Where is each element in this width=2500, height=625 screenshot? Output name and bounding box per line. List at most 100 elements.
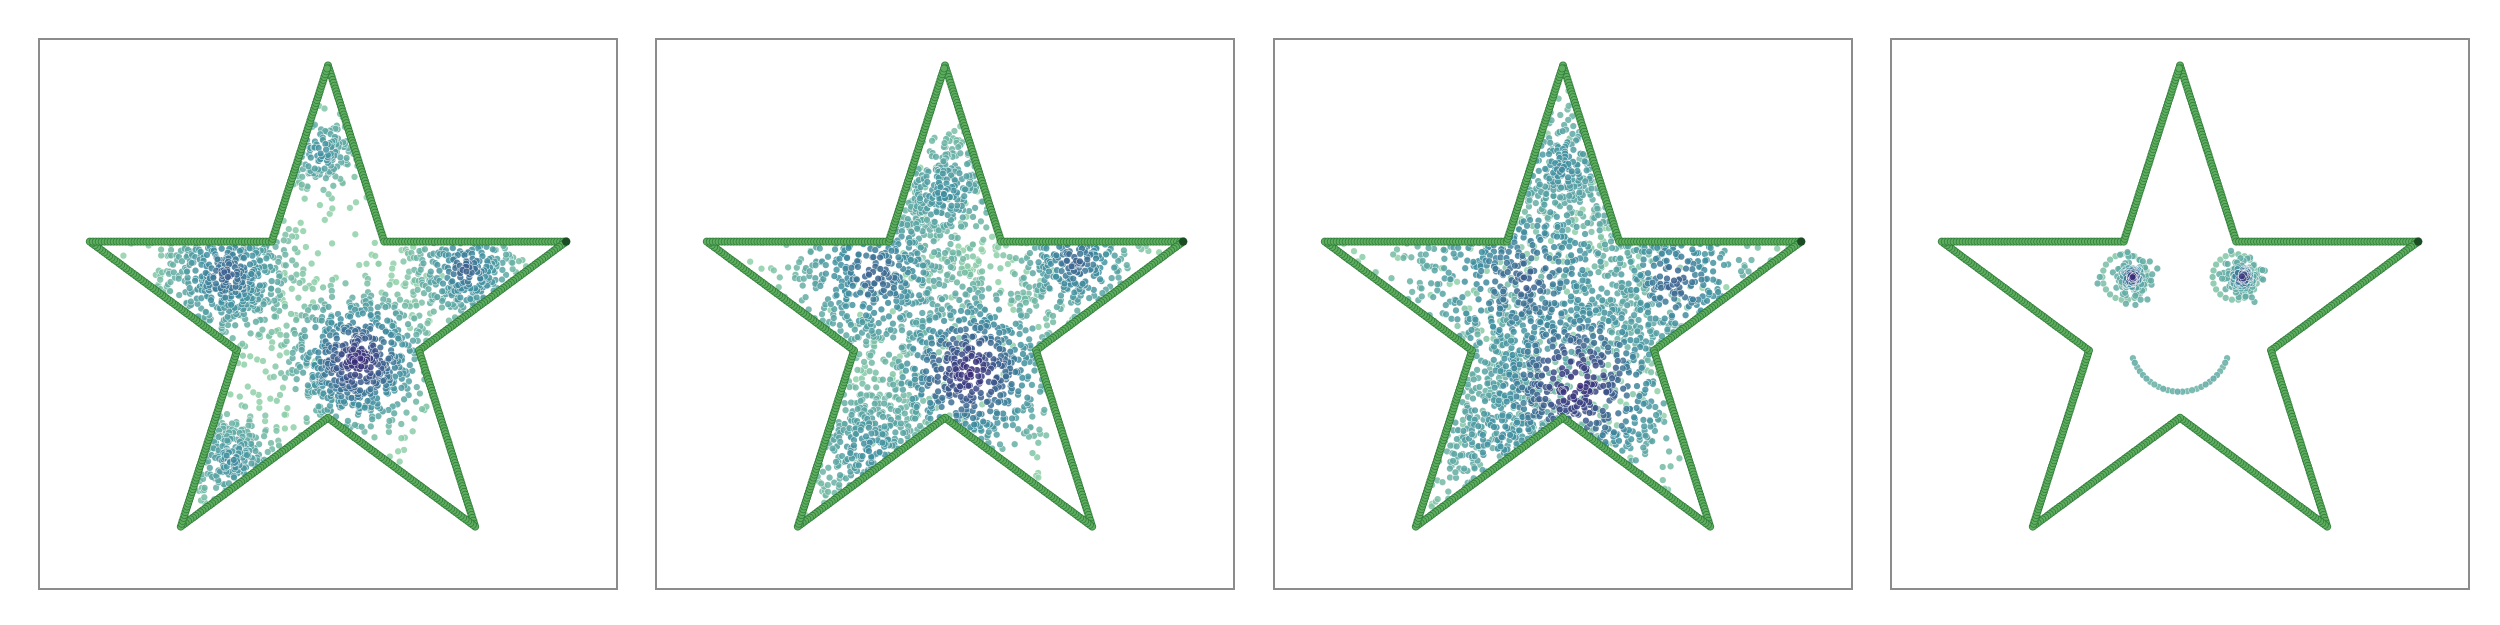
scatter-point (795, 258, 803, 266)
scatter-point (221, 293, 229, 302)
scatter-point (166, 278, 175, 286)
scatter-point (862, 251, 870, 260)
scatter-point (301, 332, 309, 341)
scatter-point (895, 395, 903, 404)
scatter-point (840, 399, 849, 407)
scatter-point (252, 318, 260, 326)
scatter-point (1057, 291, 1065, 300)
scatter-point (832, 291, 841, 299)
scatter-point (847, 398, 855, 407)
scatter-point (906, 239, 914, 247)
scatter-point (1022, 298, 1030, 307)
scatter-point (222, 451, 231, 460)
scatter-point (318, 316, 326, 325)
scatter-point (322, 174, 330, 182)
scatter-point (976, 310, 984, 318)
scatter-point (952, 411, 961, 420)
scatter-point (374, 369, 383, 377)
scatter-point (274, 286, 282, 295)
scatter-point (314, 348, 322, 357)
scatter-point (853, 275, 861, 284)
scatter-point (292, 316, 300, 324)
scatter-point (818, 310, 826, 318)
scatter-point (937, 365, 945, 373)
scatter-point (380, 338, 388, 346)
scatter-point (281, 250, 289, 259)
scatter-point (836, 438, 844, 446)
scatter-point (229, 334, 237, 342)
scatter-point (869, 253, 877, 261)
scatter-point (302, 414, 311, 422)
scatter-point (270, 312, 279, 321)
scatter-point (1042, 431, 1050, 440)
scatter-point (887, 247, 896, 255)
scatter-point (994, 278, 1002, 286)
scatter-point (301, 284, 309, 292)
scatter-point (880, 399, 888, 408)
outline-point (323, 64, 332, 73)
scatter-point (368, 415, 376, 423)
scatter-point (935, 226, 943, 234)
scatter-point (258, 326, 267, 334)
scatter-point (1114, 257, 1122, 265)
star-outline (702, 61, 1188, 531)
scatter-point (1002, 372, 1010, 380)
scatter-point (371, 239, 379, 247)
scatter-point (156, 276, 164, 284)
scatter-point (891, 428, 900, 437)
scatter-point (1036, 388, 1044, 396)
scatter-point (352, 198, 360, 206)
scatter-point (832, 458, 840, 466)
scatter-point (401, 279, 410, 288)
scatter-point (385, 417, 394, 425)
scatter-point (509, 265, 517, 273)
scatter-point (950, 127, 959, 135)
scatter-point (1063, 257, 1071, 265)
scatter-point (1123, 261, 1131, 269)
scatter-point (824, 481, 832, 489)
scatter-point (865, 447, 873, 455)
scatter-point (926, 399, 934, 407)
scatter-point (955, 296, 963, 304)
scatter-point (886, 289, 894, 298)
scatter-point (985, 351, 994, 359)
scatter-point (913, 225, 921, 233)
scatter-point (905, 311, 914, 319)
scatter-point (923, 178, 931, 186)
scatter-point (965, 207, 973, 215)
scatter-point (175, 274, 183, 283)
scatter-point (291, 245, 299, 253)
scatter-point (287, 310, 295, 318)
scatter-point (344, 417, 352, 425)
scatter-point (850, 441, 858, 450)
scatter-point (830, 305, 838, 313)
scatter-point (822, 261, 830, 269)
scatter-point (957, 307, 965, 315)
scatter-point (412, 398, 420, 406)
scatter-point (449, 244, 457, 252)
scatter-point (946, 311, 955, 320)
scatter-point (299, 227, 307, 235)
scatter-point (884, 299, 892, 307)
scatter-point (825, 473, 834, 482)
scatter-point (908, 395, 917, 403)
scatter-point (288, 285, 296, 293)
scatter-point (943, 258, 951, 266)
scatter-point (246, 260, 254, 269)
scatter-point (268, 277, 276, 285)
scatter-point (858, 380, 867, 388)
scatter-panel-2 (655, 38, 1235, 590)
scatter-point (995, 345, 1004, 353)
scatter-point (961, 268, 969, 277)
scatter-point (1034, 473, 1042, 482)
scatter-point (824, 253, 832, 261)
scatter-point (271, 243, 280, 251)
scatter-point (865, 304, 874, 312)
scatter-point (1098, 289, 1107, 297)
scatter-point (854, 263, 862, 271)
scatter-point (1007, 296, 1016, 305)
scatter-point (836, 321, 844, 329)
scatter-point (841, 406, 850, 414)
scatter-point (274, 258, 282, 266)
scatter-point (939, 157, 948, 165)
